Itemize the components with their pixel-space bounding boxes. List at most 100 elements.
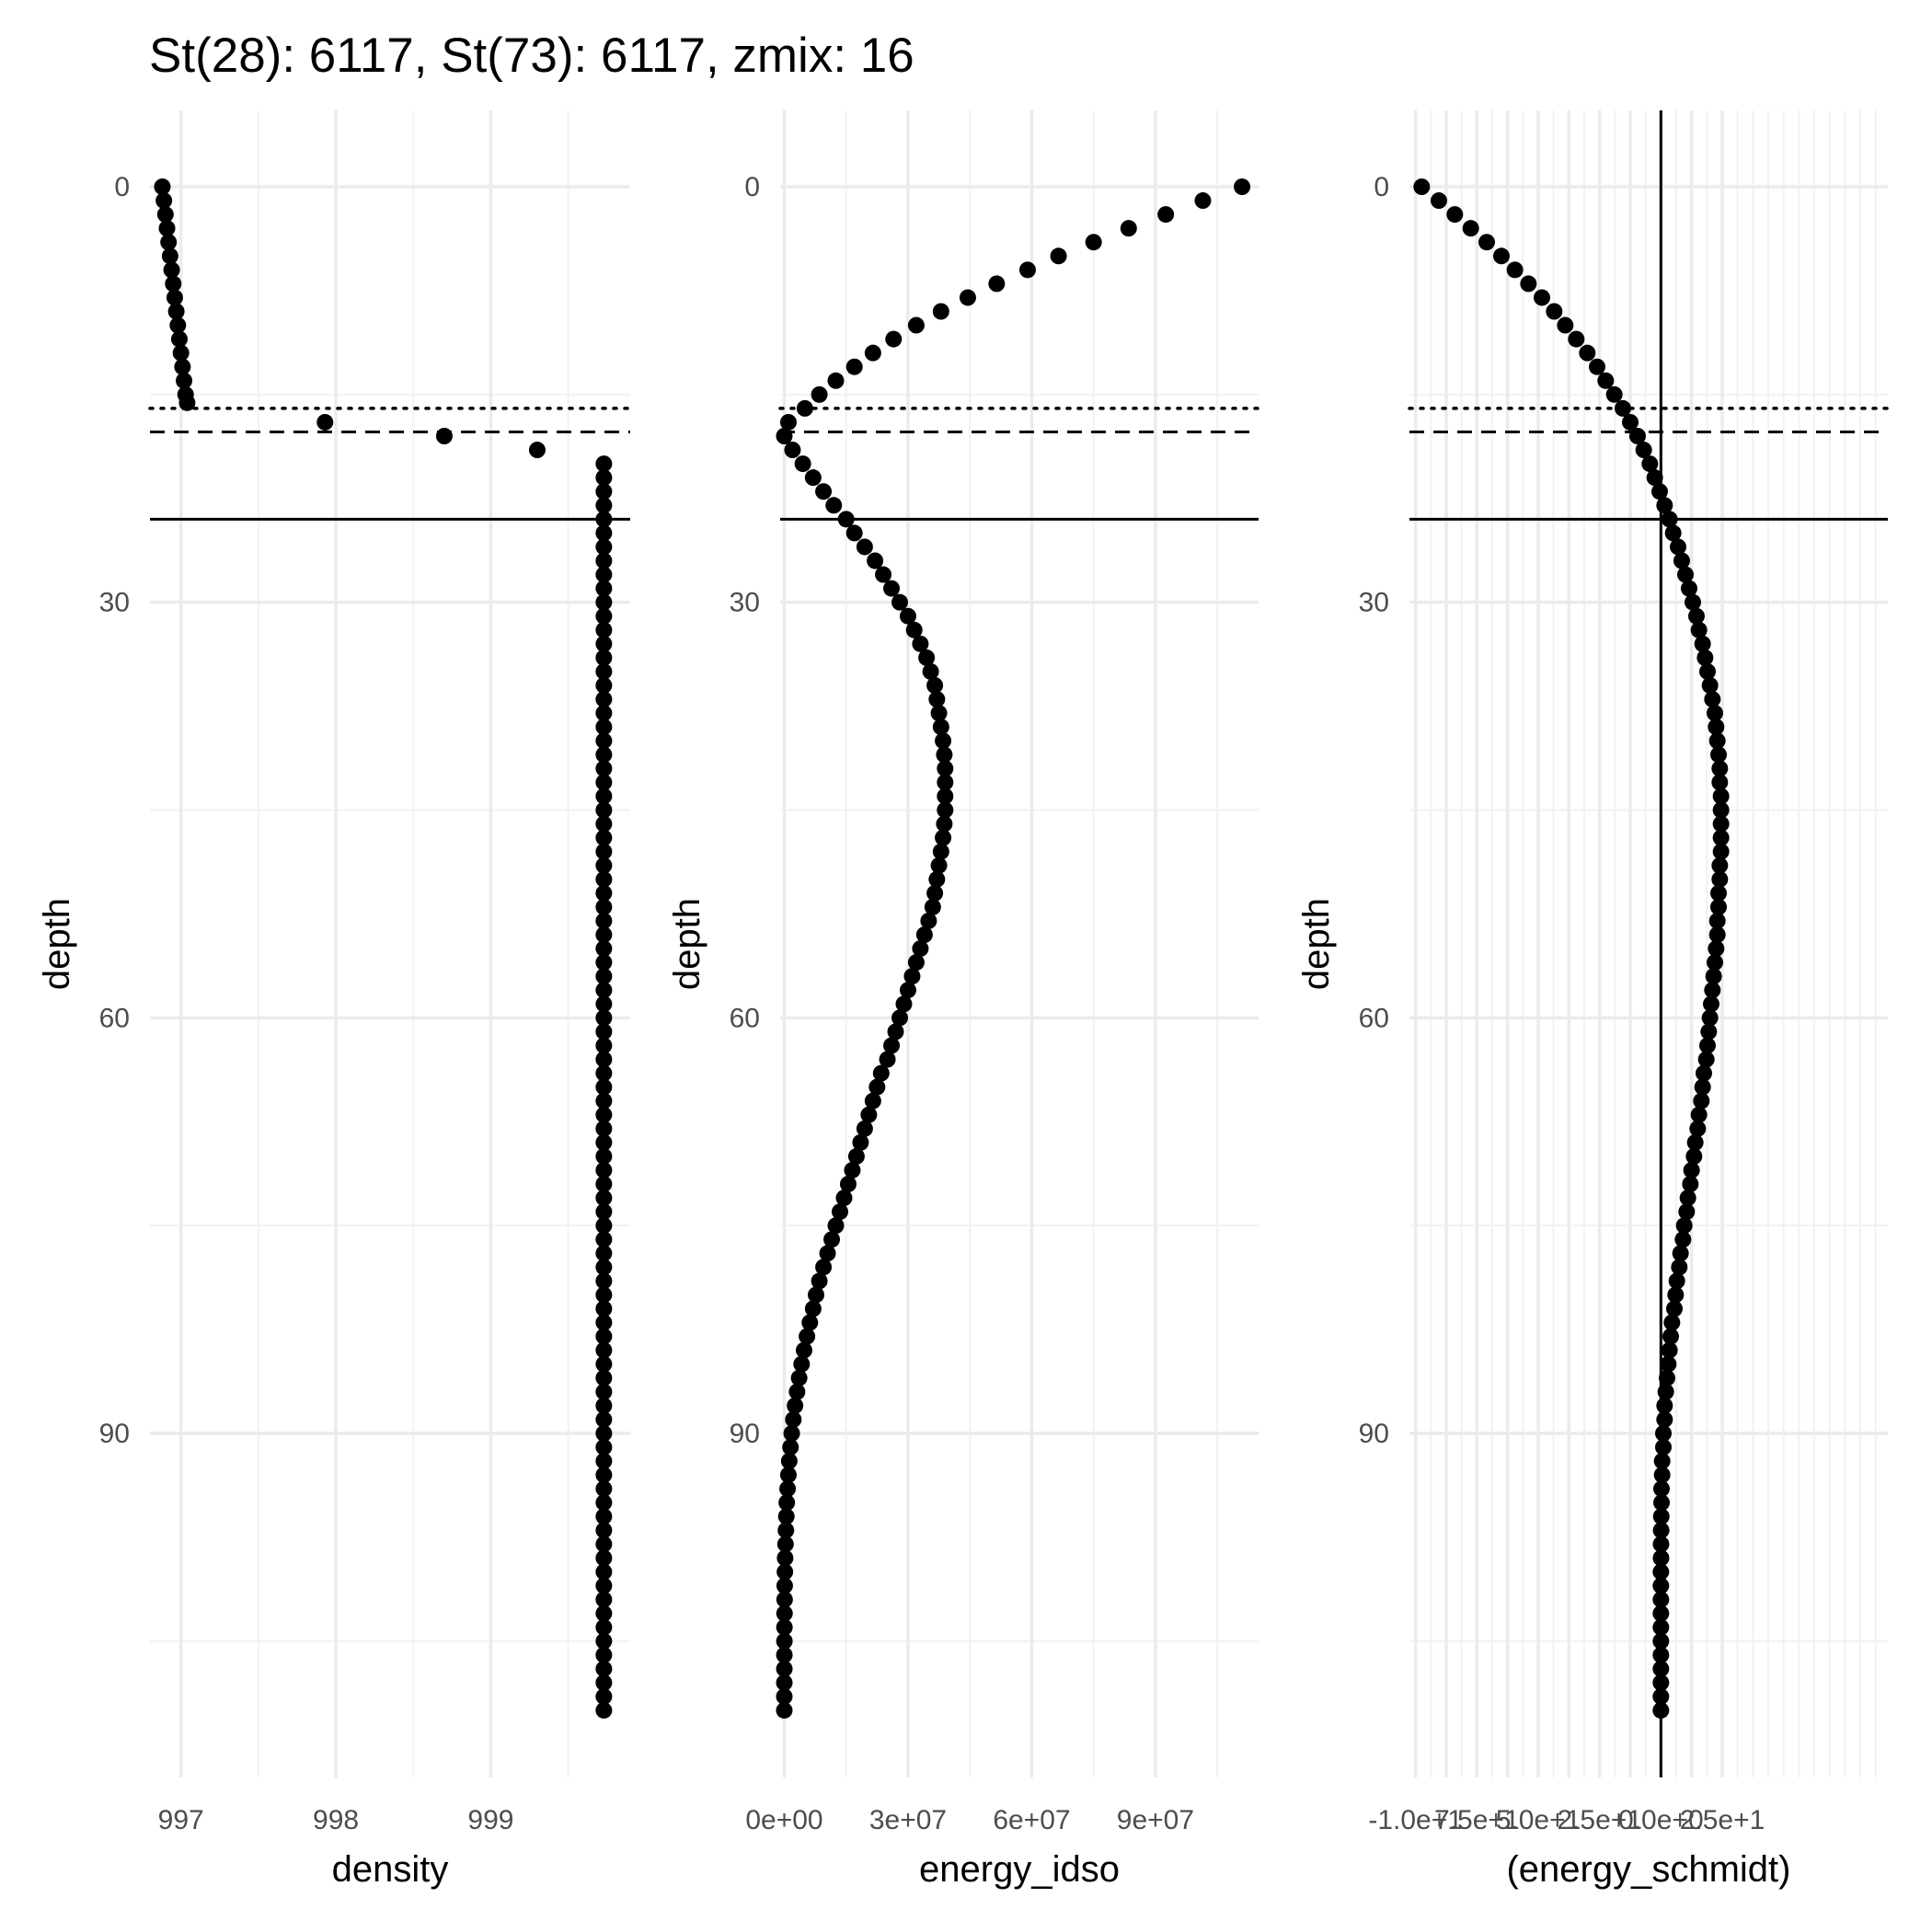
data-point xyxy=(1689,1120,1707,1137)
data-point xyxy=(959,289,976,306)
data-point xyxy=(1661,511,1678,528)
data-point xyxy=(819,1245,836,1262)
data-point xyxy=(922,662,939,680)
data-point xyxy=(1683,1161,1700,1179)
data-point xyxy=(1670,538,1686,556)
data-point xyxy=(832,1203,848,1221)
data-point xyxy=(595,483,613,500)
data-point xyxy=(926,884,944,902)
x-tick-label: 998 xyxy=(313,1805,359,1835)
data-point xyxy=(804,1300,822,1317)
data-point xyxy=(1711,857,1729,874)
data-point xyxy=(1666,1300,1683,1317)
data-point xyxy=(779,1480,797,1498)
data-point xyxy=(932,843,949,860)
data-point xyxy=(1664,524,1682,542)
data-point xyxy=(776,1618,793,1636)
data-point xyxy=(595,511,613,528)
data-point xyxy=(169,316,187,334)
data-point xyxy=(776,428,793,444)
data-point xyxy=(595,1632,613,1650)
data-point xyxy=(595,607,613,625)
data-point xyxy=(1667,1286,1685,1304)
data-point xyxy=(1652,1702,1670,1719)
data-point xyxy=(595,1051,613,1068)
data-point xyxy=(1652,1591,1670,1608)
data-point xyxy=(1668,1272,1685,1290)
data-point xyxy=(595,732,613,750)
data-point xyxy=(595,635,613,652)
data-point xyxy=(1663,1314,1681,1331)
data-point xyxy=(595,524,613,542)
data-point xyxy=(1652,1688,1670,1706)
data-point xyxy=(595,469,613,487)
data-point xyxy=(595,829,613,846)
data-point xyxy=(595,940,613,958)
data-point xyxy=(595,1092,613,1110)
data-point xyxy=(1682,1176,1699,1192)
data-point xyxy=(595,1161,613,1179)
data-point xyxy=(595,746,613,764)
data-point xyxy=(595,538,613,556)
data-point xyxy=(928,870,946,888)
data-point xyxy=(595,1549,613,1567)
data-point xyxy=(1653,1466,1671,1484)
data-point xyxy=(891,1009,908,1027)
data-point xyxy=(779,1466,797,1484)
data-point xyxy=(1712,843,1730,860)
data-point xyxy=(1701,677,1719,694)
data-point xyxy=(796,399,813,417)
data-point xyxy=(1655,1439,1672,1456)
data-point xyxy=(918,649,936,666)
y-tick-label: 0 xyxy=(1374,172,1389,202)
data-point xyxy=(595,1203,613,1221)
data-point xyxy=(1711,870,1729,888)
data-point xyxy=(875,566,892,583)
data-point xyxy=(856,1120,873,1137)
data-point xyxy=(1662,1328,1679,1345)
data-point xyxy=(595,926,613,943)
data-point xyxy=(1679,1190,1696,1207)
data-point xyxy=(825,497,843,514)
data-point xyxy=(1710,884,1727,902)
data-point xyxy=(595,774,613,791)
data-point xyxy=(1018,261,1036,279)
data-point xyxy=(595,621,613,638)
y-tick-label: 60 xyxy=(1359,1003,1389,1033)
data-point xyxy=(595,1702,613,1719)
data-point xyxy=(1652,1549,1670,1567)
data-point xyxy=(595,1522,613,1539)
data-point xyxy=(1652,1618,1670,1636)
data-point xyxy=(1701,1009,1719,1027)
data-point xyxy=(1708,912,1726,929)
data-point xyxy=(1641,455,1659,473)
data-point xyxy=(595,1660,613,1677)
data-point xyxy=(595,1133,613,1151)
data-point xyxy=(1478,234,1495,251)
data-point xyxy=(1413,178,1431,195)
data-point xyxy=(595,1563,613,1581)
data-point xyxy=(915,926,933,943)
data-point xyxy=(1675,1217,1693,1235)
data-point xyxy=(872,1064,890,1082)
y-tick-label: 30 xyxy=(730,588,760,618)
data-point xyxy=(776,1646,793,1663)
data-point xyxy=(776,1604,793,1622)
data-point xyxy=(1712,788,1730,805)
chart-title: St(28): 6117, St(73): 6117, zmix: 16 xyxy=(149,29,914,83)
data-point xyxy=(595,1341,613,1359)
x-axis-title: density xyxy=(332,1849,449,1890)
data-point xyxy=(847,1147,865,1165)
data-point xyxy=(1629,428,1646,444)
data-point xyxy=(920,912,937,929)
data-point xyxy=(844,1161,861,1179)
data-point xyxy=(1546,303,1563,320)
data-point xyxy=(595,1176,613,1192)
y-tick-label: 90 xyxy=(730,1419,760,1449)
data-point xyxy=(1700,1023,1718,1041)
data-point xyxy=(1657,1383,1674,1400)
data-point xyxy=(595,1397,613,1414)
data-point xyxy=(883,1037,901,1054)
data-point xyxy=(595,566,613,583)
x-tick-label: 7.5e+1 xyxy=(1434,1805,1520,1835)
